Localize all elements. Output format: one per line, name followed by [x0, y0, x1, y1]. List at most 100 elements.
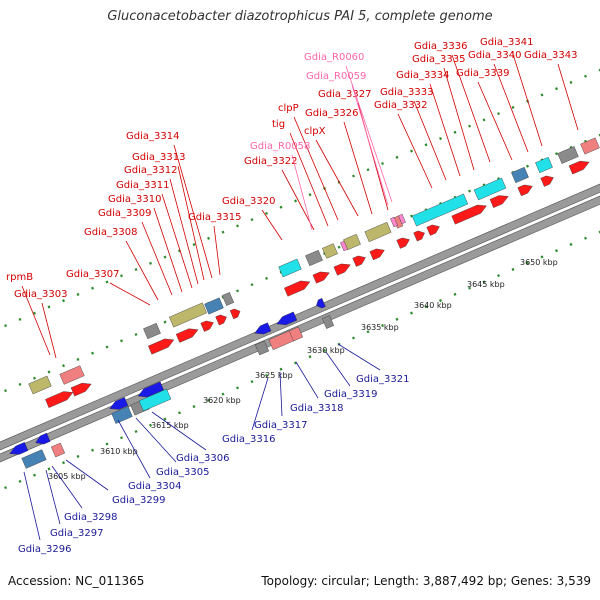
reverse-gene-label: Gdia_3297: [50, 528, 103, 539]
forward-gene-leader: [169, 178, 199, 285]
track-dot: [134, 332, 138, 337]
forward-gene-leader: [289, 132, 329, 227]
forward-gene-arrow: [215, 314, 227, 326]
reverse-gene-label: Gdia_3316: [222, 434, 275, 445]
forward-gene-leader: [213, 225, 221, 276]
track-dot: [294, 199, 297, 203]
reverse-gene-arrow: [35, 432, 51, 445]
topology-text: Topology: circular; Length: 3,887,492 bp…: [261, 574, 591, 588]
forward-gene-leader: [261, 209, 283, 241]
track-dot: [163, 417, 167, 421]
forward-gene-label: Gdia_3303: [14, 289, 67, 300]
forward-gene-cog-box: [59, 365, 85, 385]
track-dot: [265, 373, 268, 377]
track-dot: [250, 218, 254, 222]
track-dot: [221, 230, 225, 234]
track-dot: [76, 292, 80, 296]
rna-gene-block: [398, 213, 406, 225]
track-dot: [410, 311, 413, 315]
track-dot: [497, 112, 500, 116]
track-dot: [497, 274, 500, 278]
forward-gene-leader: [397, 113, 433, 189]
track-dot: [569, 145, 573, 150]
track-dot: [4, 389, 7, 393]
forward-gene-cog-box: [364, 221, 392, 243]
reverse-gene-label: Gdia_3319: [324, 389, 377, 400]
forward-gene-leader: [173, 144, 213, 279]
reverse-gene-arrow: [316, 298, 326, 309]
forward-gene-cog-box: [511, 166, 529, 184]
scale-label: 3615 kbp: [151, 421, 189, 430]
forward-gene-cog-box: [221, 292, 235, 306]
track-dot: [424, 143, 428, 147]
forward-gene-cog-box: [204, 297, 224, 315]
reverse-gene-label: Gdia_3299: [112, 495, 165, 506]
track-dot: [555, 249, 558, 253]
forward-gene-arrow: [175, 328, 199, 343]
forward-gene-leader: [315, 139, 359, 217]
track-dot: [526, 261, 529, 265]
forward-gene-cog-box: [580, 137, 600, 155]
scale-label: 3630 kbp: [307, 346, 345, 355]
forward-gene-arrow: [148, 338, 175, 355]
track-dot: [439, 137, 442, 141]
forward-gene-label: Gdia_3327: [318, 89, 371, 100]
track-dot: [33, 376, 36, 380]
forward-gene-arrow: [413, 230, 425, 242]
rna-gene-leader: [345, 65, 393, 203]
forward-gene-arrow: [540, 175, 554, 187]
reverse-gene-leader: [251, 377, 269, 431]
rna-gene-block: [390, 216, 398, 228]
reverse-gene-leader: [151, 411, 207, 451]
track-dot: [598, 133, 600, 137]
track-dot: [410, 149, 413, 153]
forward-gene-arrow: [517, 184, 533, 197]
track-dot: [91, 351, 94, 355]
track-dot: [308, 193, 312, 197]
track-dot: [439, 202, 442, 206]
forward-gene-leader: [443, 67, 475, 171]
track-dot: [120, 436, 123, 440]
scale-label: 3635 kbp: [361, 323, 399, 332]
track-dot: [62, 299, 65, 303]
track-dot: [265, 276, 268, 280]
reverse-gene-leader: [65, 459, 109, 491]
track-dot: [120, 274, 123, 278]
track-dot: [381, 323, 384, 328]
track-dot: [395, 317, 399, 321]
track-dot: [76, 454, 80, 458]
reverse-gene-arrow: [137, 381, 164, 398]
forward-gene-arrow: [489, 195, 509, 208]
track-dot: [279, 367, 283, 371]
reverse-gene-cog-box: [288, 326, 304, 342]
forward-gene-label: Gdia_3332: [374, 100, 427, 111]
forward-gene-arrow: [451, 204, 487, 225]
track-dot: [192, 243, 196, 247]
reverse-gene-cog-box: [138, 388, 172, 412]
forward-gene-label: Gdia_3340: [468, 50, 521, 61]
track-dot: [236, 289, 239, 293]
track-dot: [4, 324, 7, 328]
track-dot: [453, 130, 457, 134]
reverse-gene-cog-box: [111, 406, 133, 424]
scale-label: 3605 kbp: [48, 472, 86, 481]
rna-gene-label: Gdia_R0058: [250, 141, 310, 152]
track-dot: [18, 317, 22, 321]
track-dot: [236, 386, 239, 390]
track-dot: [207, 236, 210, 240]
forward-gene-label: Gdia_3336: [414, 41, 467, 52]
track-dot: [250, 380, 254, 384]
reverse-gene-label: Gdia_3318: [290, 403, 343, 414]
forward-gene-label: Gdia_3341: [480, 37, 533, 48]
forward-gene-label: Gdia_3314: [126, 131, 179, 142]
track-dot: [47, 370, 51, 374]
track-dot: [134, 429, 138, 434]
track-dot: [279, 205, 283, 209]
forward-gene-arrow: [312, 271, 330, 284]
track-dot: [18, 479, 22, 483]
forward-gene-cog-box: [143, 322, 161, 340]
track-dot: [178, 411, 181, 415]
forward-gene-cog-box: [322, 243, 338, 259]
